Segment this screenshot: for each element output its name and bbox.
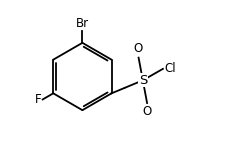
Text: O: O (142, 105, 151, 118)
Text: Br: Br (76, 17, 89, 30)
Text: F: F (35, 93, 42, 106)
Text: Cl: Cl (164, 62, 176, 75)
Text: S: S (138, 74, 146, 87)
Text: O: O (133, 42, 142, 55)
